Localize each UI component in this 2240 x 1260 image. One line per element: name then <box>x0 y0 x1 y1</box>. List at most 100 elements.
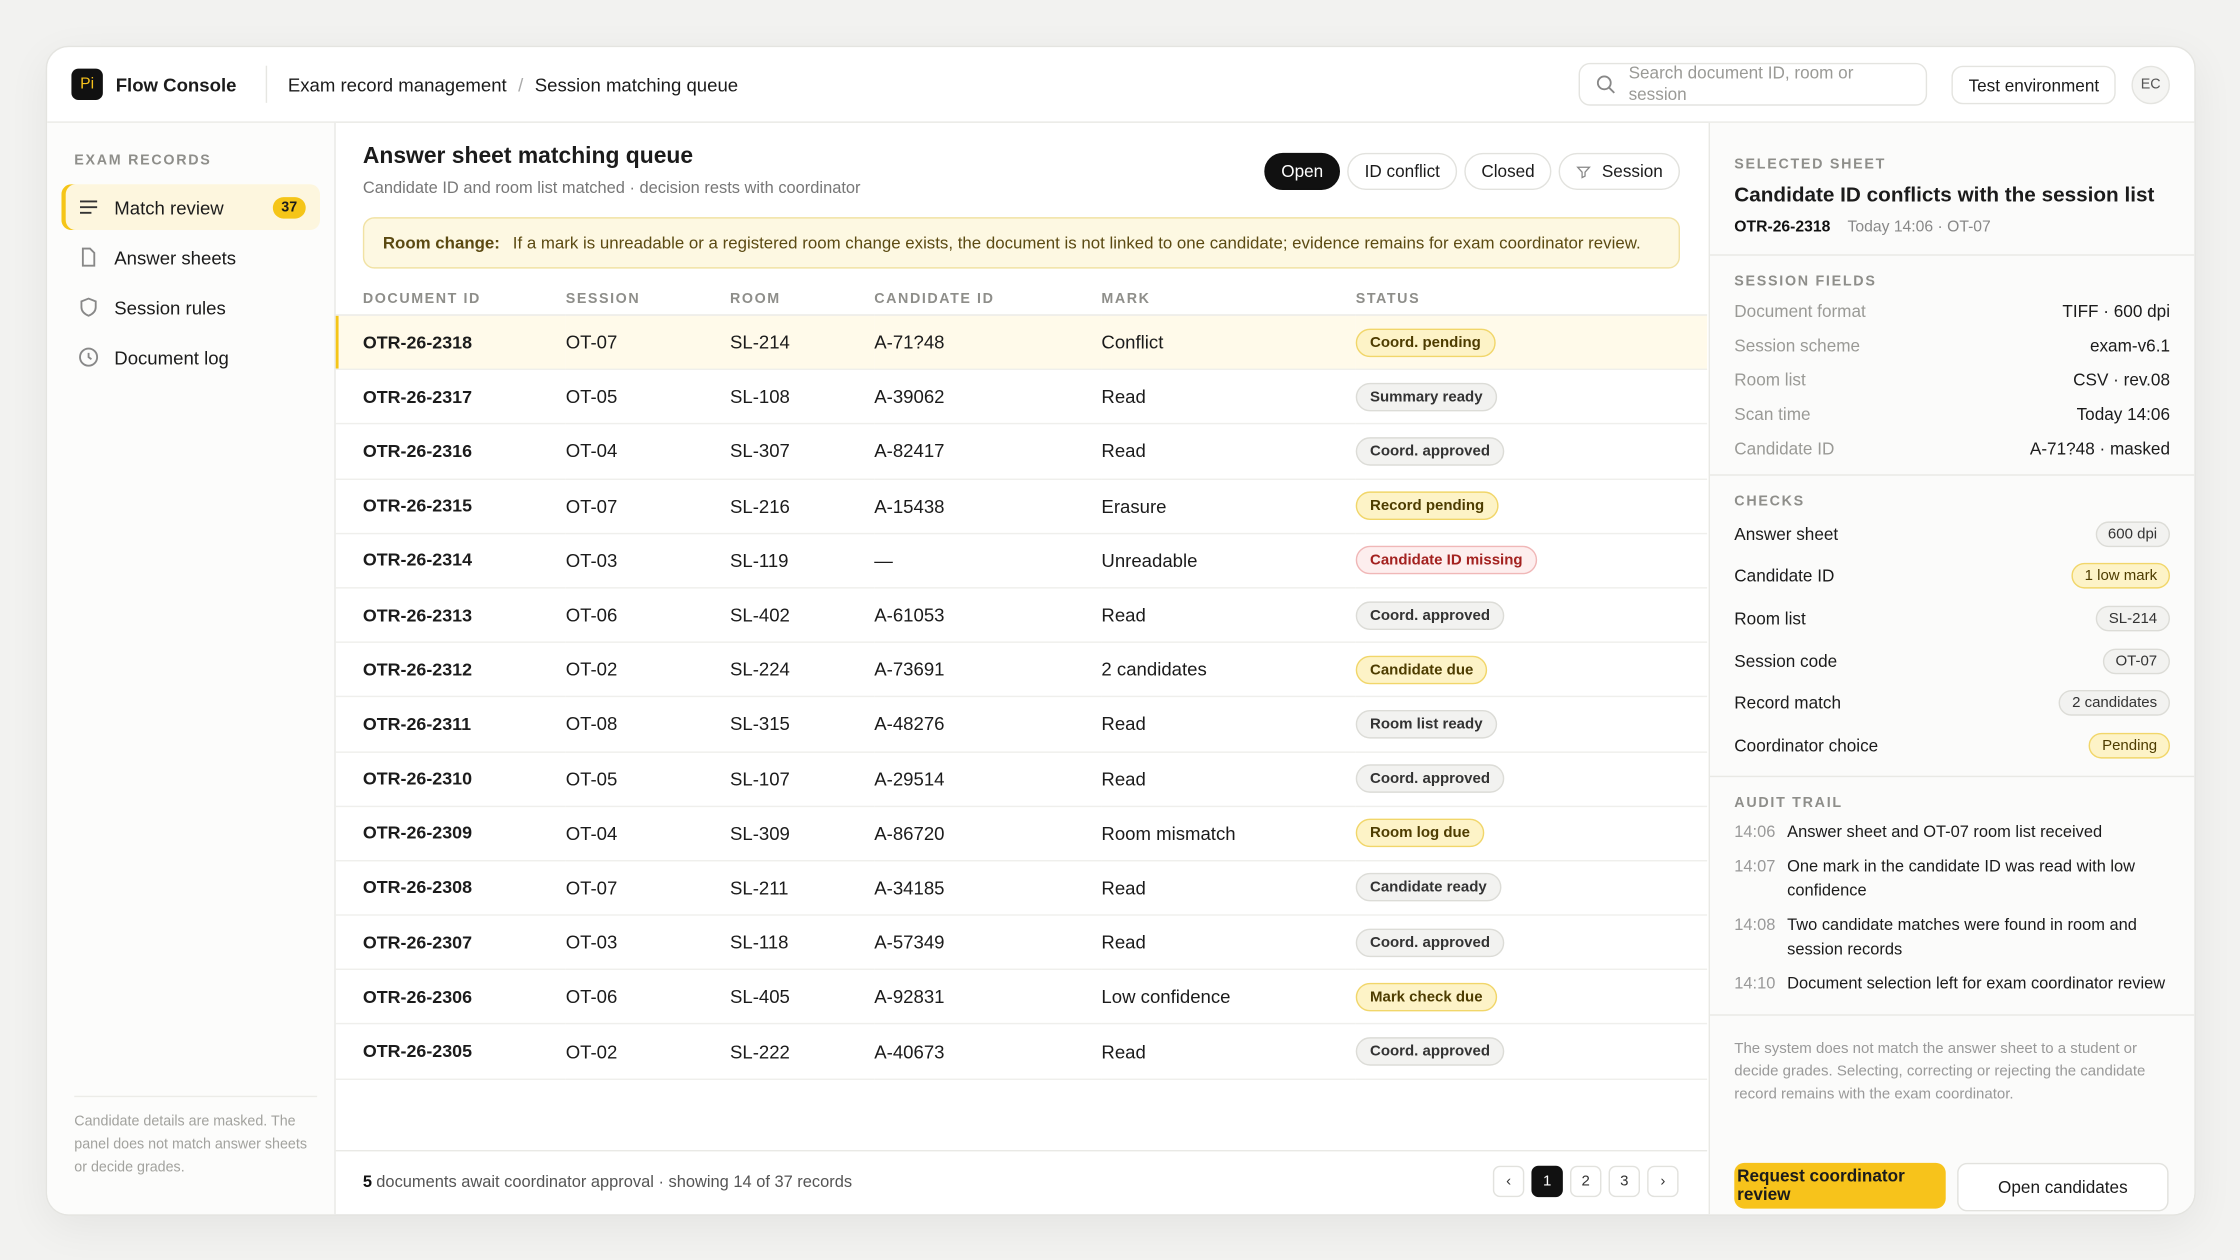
status-pill: Candidate ready <box>1355 873 1502 903</box>
nav-item[interactable]: Answer sheets <box>61 234 320 280</box>
cell: SL-216 <box>730 478 875 534</box>
nav-label: Session rules <box>114 296 226 318</box>
primary-button[interactable]: Request coordinator review <box>1734 1162 1946 1209</box>
cell: Read <box>1101 751 1356 807</box>
table-row[interactable]: OTR-26-2314 OT-03 SL-119— Unreadable Candida… <box>335 533 1708 589</box>
cell: Low confidence <box>1101 969 1356 1025</box>
table-row[interactable]: OTR-26-2312 OT-02 SL-224 A-73691 2 candidate… <box>335 642 1708 698</box>
nav-label: Answer sheets <box>114 246 237 268</box>
table-row[interactable]: OTR-26-2318 OT-07 SL-214 A-71?48 Conflict Coo… <box>335 315 1708 371</box>
check-pill: 1 low mark <box>2071 563 2171 590</box>
audit-text: Two candidate matches were found in room… <box>1787 917 2137 958</box>
table-row[interactable]: OTR-26-2309 OT-04 SL-309 A-86720 Room mismat… <box>335 805 1708 862</box>
panel-header: SELECTED SHEET Candidate ID conflicts wi… <box>1710 123 2195 256</box>
cell: SL-119 <box>730 533 875 589</box>
table-row[interactable]: OTR-26-2310 OT-05 SL-107 A-29514 Read Coord. … <box>335 751 1708 807</box>
filter-label: Open <box>1281 161 1324 182</box>
filter-chip[interactable]: Session <box>1558 152 1681 191</box>
cell: OT-08 <box>565 696 731 753</box>
prev-page[interactable]: ‹ <box>1492 1165 1525 1198</box>
cell: SL-307 <box>730 424 875 480</box>
cell: OT-07 <box>565 860 731 916</box>
cell: Room log due <box>1355 805 1708 862</box>
filter-chip[interactable]: Open <box>1264 152 1341 191</box>
table-footer: 5 documents await coordinator approval · … <box>335 1150 1708 1214</box>
cell: A-57349 <box>874 915 1102 971</box>
breadcrumb-separator: / <box>518 73 524 96</box>
cell: Unreadable <box>1101 533 1356 589</box>
section-title: AUDIT TRAIL <box>1734 795 1843 811</box>
column-header: STATUS <box>1355 282 1708 316</box>
cell: A-39062 <box>874 369 1102 425</box>
cell: OTR-26-2305 <box>335 1024 566 1080</box>
status-pill: Summary ready <box>1355 382 1497 412</box>
nav-item[interactable]: Match review 37 <box>61 184 321 231</box>
cell: OT-02 <box>565 642 731 698</box>
cell: OT-04 <box>565 424 731 480</box>
cell: Read <box>1101 696 1356 753</box>
cell: Coord. approved <box>1355 1024 1708 1080</box>
table-row[interactable]: OTR-26-2308 OT-07 SL-211 A-34185 Read Candida… <box>335 860 1708 916</box>
nav-item[interactable]: Session rules <box>61 284 320 330</box>
cell: SL-118 <box>730 915 875 971</box>
table-row[interactable]: OTR-26-2313 OT-06 SL-402 A-61053 Read Coord. … <box>335 587 1708 644</box>
filter-chip[interactable]: Closed <box>1464 152 1552 191</box>
page-button[interactable]: 1 <box>1531 1165 1563 1198</box>
cell: OT-05 <box>565 369 731 425</box>
actions: Request coordinator review Open candidat… <box>1734 1162 2169 1212</box>
audit-entry: 14:08 Two candidate matches were found in… <box>1734 914 2170 961</box>
cell: OTR-26-2314 <box>335 533 566 589</box>
nav-label: Match review <box>114 196 224 218</box>
secondary-button[interactable]: Open candidates <box>1957 1162 2169 1212</box>
cell: Coord. pending <box>1355 315 1708 371</box>
next-page[interactable]: › <box>1647 1165 1679 1198</box>
doc-id: OTR-26-2318 <box>1734 218 1831 236</box>
cell: SL-108 <box>730 369 875 425</box>
page-title: Answer sheet matching queue <box>362 144 694 169</box>
cell: OT-07 <box>565 478 731 534</box>
table-row[interactable]: OTR-26-2311 OT-08 SL-315 A-48276 Read Room li… <box>335 696 1708 753</box>
cell: OTR-26-2310 <box>335 751 566 807</box>
table-row[interactable]: OTR-26-2306 OT-06 SL-405 A-92831 Low confide… <box>335 969 1708 1025</box>
field-value: Today 14:06 <box>2076 404 2171 425</box>
cell: OT-07 <box>565 315 731 371</box>
cell: Candidate due <box>1355 642 1708 698</box>
cell: Record pending <box>1355 478 1708 534</box>
cell: Read <box>1101 915 1356 971</box>
check-row: Coordinator choice Pending <box>1734 724 2171 766</box>
filter-label: Session <box>1601 161 1663 182</box>
filter-chip[interactable]: ID conflict <box>1347 152 1458 191</box>
cell: OTR-26-2318 <box>335 315 566 371</box>
check-row: Answer sheet 600 dpi <box>1734 513 2171 555</box>
breadcrumb[interactable]: Exam record management <box>287 73 507 96</box>
status-pill: Room log due <box>1355 818 1485 848</box>
table-row[interactable]: OTR-26-2307 OT-03 SL-118 A-57349 Read Coord. … <box>335 915 1708 971</box>
search-box[interactable]: Search document ID, room or session <box>1578 62 1928 106</box>
sidebar-note: Candidate details are masked. The panel … <box>74 1095 318 1180</box>
nav-item[interactable]: Document log <box>61 334 320 380</box>
top-bar: Pi Flow Console Exam record management /… <box>47 47 2195 123</box>
avatar[interactable]: EC <box>2131 65 2171 105</box>
status-pill: Record pending <box>1355 491 1499 521</box>
cell: SL-402 <box>730 587 875 644</box>
status-pill: Coord. approved <box>1355 600 1505 630</box>
table-row[interactable]: OTR-26-2315 OT-07 SL-216 A-15438 Erasure Reco… <box>335 478 1708 534</box>
sidebar: EXAM RECORDS Match review 37 Answer sheets… <box>47 122 336 1215</box>
status-pill: Room list ready <box>1355 709 1497 739</box>
page-button[interactable]: 3 <box>1608 1165 1641 1198</box>
cell: OT-06 <box>565 587 731 644</box>
brand[interactable]: Flow Console <box>115 73 237 96</box>
environment-button[interactable]: Test environment <box>1951 65 2117 105</box>
table-header: DOCUMENT ID SESSION ROOM CANDIDATE ID MARK ST… <box>335 282 1708 316</box>
cell: OT-05 <box>565 751 731 807</box>
column-header: ROOM <box>730 282 875 316</box>
cell: Erasure <box>1101 478 1356 534</box>
table-row[interactable]: OTR-26-2316 OT-04 SL-307 A-82417 Read Coord. … <box>335 424 1708 480</box>
table-row[interactable]: OTR-26-2305 OT-02 SL-222 A-40673 Read Coord. … <box>335 1024 1708 1080</box>
check-pill: 2 candidates <box>2059 690 2171 716</box>
table-row[interactable]: OTR-26-2317 OT-05 SL-108 A-39062 Read Summary… <box>335 369 1708 425</box>
filter-label: ID conflict <box>1364 161 1440 182</box>
page-button[interactable]: 2 <box>1570 1165 1602 1198</box>
